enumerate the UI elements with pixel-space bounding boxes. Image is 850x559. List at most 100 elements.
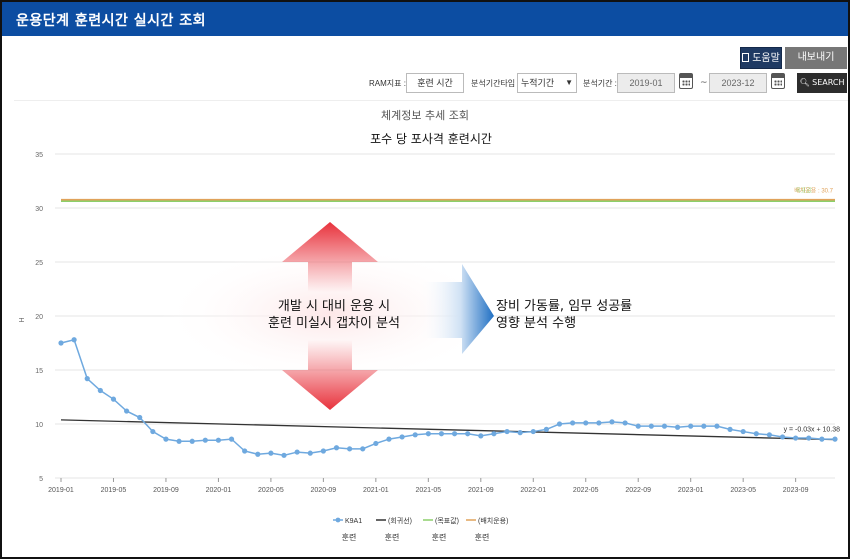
data-point bbox=[71, 337, 77, 343]
data-point bbox=[517, 430, 523, 436]
impact-analysis-line1: 장비 가동률, 임무 성공률 bbox=[496, 299, 633, 314]
data-point bbox=[806, 435, 812, 441]
data-point bbox=[819, 436, 825, 442]
data-point bbox=[753, 431, 759, 437]
data-point bbox=[832, 436, 838, 442]
data-point bbox=[766, 432, 773, 438]
period-type-value: 누적기간 bbox=[521, 78, 555, 88]
highlight-glow bbox=[160, 244, 500, 384]
data-point bbox=[294, 449, 300, 455]
legend-label: (회귀선) bbox=[388, 516, 412, 525]
document-icon bbox=[742, 53, 750, 62]
data-point bbox=[438, 431, 445, 437]
data-point bbox=[674, 424, 681, 430]
data-point bbox=[320, 448, 326, 454]
data-point bbox=[648, 423, 654, 429]
data-point bbox=[84, 376, 90, 382]
help-button[interactable]: 도움말 bbox=[740, 47, 782, 69]
data-point bbox=[570, 420, 576, 426]
y-tick-label: 20 bbox=[35, 314, 43, 321]
period-label: 분석기간 : bbox=[583, 79, 617, 88]
data-point bbox=[228, 436, 235, 442]
data-point bbox=[202, 437, 208, 443]
data-point bbox=[333, 445, 340, 451]
data-point bbox=[215, 437, 222, 443]
export-button[interactable]: 내보내기 bbox=[785, 47, 847, 69]
x-tick-label: 2021-01 bbox=[363, 487, 389, 494]
data-point bbox=[360, 446, 366, 452]
ram-select[interactable]: 훈련 시간 bbox=[406, 73, 464, 93]
period-type-select[interactable]: 누적기간 ▼ bbox=[517, 73, 577, 93]
data-point bbox=[701, 423, 707, 429]
data-point bbox=[347, 446, 353, 452]
data-point bbox=[399, 434, 405, 440]
y-axis-label: H bbox=[19, 317, 26, 322]
data-point bbox=[556, 421, 563, 427]
calendar-icon[interactable] bbox=[679, 73, 693, 89]
data-point bbox=[491, 431, 497, 437]
data-point bbox=[622, 420, 628, 426]
chart-header: 체계정보 추세 조회 bbox=[381, 109, 469, 122]
data-point bbox=[478, 433, 484, 439]
gap-analysis-text: 개발 시 대비 운용 시 훈련 미실시 갭차이 분석 bbox=[236, 298, 432, 332]
target-line-label: 목표값 bbox=[795, 186, 812, 194]
data-point bbox=[268, 450, 274, 456]
x-tick-label: 2023-01 bbox=[678, 487, 704, 494]
trendline-equation: y = -0.03x + 10.38 bbox=[784, 427, 841, 434]
data-point bbox=[150, 428, 156, 435]
calendar-icon[interactable] bbox=[771, 73, 785, 89]
data-point bbox=[242, 448, 248, 454]
help-button-label: 도움말 bbox=[752, 53, 780, 64]
x-tick-label: 2019-09 bbox=[153, 487, 179, 494]
data-point bbox=[779, 434, 786, 440]
legend-sublabel: 훈련 bbox=[475, 532, 490, 542]
arrow-up-icon bbox=[282, 222, 378, 292]
x-tick-label: 2021-05 bbox=[415, 487, 441, 494]
arrow-down-icon bbox=[282, 340, 378, 410]
x-tick-label: 2019-05 bbox=[101, 487, 127, 494]
y-tick-label: 35 bbox=[35, 152, 43, 159]
title-bar: 운용단계 훈련시간 실시간 조회 bbox=[2, 2, 848, 36]
y-tick-label: 25 bbox=[35, 260, 43, 267]
x-tick-label: 2020-05 bbox=[258, 487, 284, 494]
search-button[interactable]: 🔍︎ SEARCH bbox=[797, 73, 847, 93]
gap-analysis-line2: 훈련 미실시 갭차이 분석 bbox=[268, 316, 400, 331]
x-tick-label: 2022-01 bbox=[520, 487, 546, 494]
data-point bbox=[412, 432, 418, 438]
legend-label: (목표값) bbox=[435, 517, 459, 525]
data-point bbox=[596, 420, 602, 426]
end-date-input[interactable]: 2023-12 bbox=[709, 73, 767, 93]
data-point bbox=[137, 414, 143, 421]
date-separator: ~ bbox=[700, 78, 708, 88]
data-point bbox=[688, 423, 694, 429]
start-date-input[interactable]: 2019-01 bbox=[617, 73, 675, 93]
deploy-line-label: 배치운용 : 30.7 bbox=[794, 186, 833, 194]
legend-sublabel: 훈련 bbox=[385, 532, 400, 542]
data-point bbox=[58, 340, 64, 346]
data-point bbox=[97, 387, 103, 394]
period-type-label: 분석기간타입 : bbox=[471, 79, 520, 88]
overlay-title: 포수 당 포사격 훈련시간 bbox=[348, 127, 514, 151]
impact-analysis-text: 장비 가동률, 임무 성공률 영향 분석 수행 bbox=[496, 298, 656, 332]
data-point bbox=[583, 420, 589, 426]
legend-label: (배치운용) bbox=[478, 516, 508, 525]
data-point bbox=[727, 426, 733, 432]
y-tick-label: 5 bbox=[39, 476, 43, 483]
data-point bbox=[163, 436, 169, 442]
data-point bbox=[661, 423, 668, 429]
data-point bbox=[255, 451, 261, 457]
data-point bbox=[189, 438, 195, 444]
y-tick-label: 15 bbox=[35, 368, 43, 375]
data-point bbox=[451, 431, 458, 437]
trendline bbox=[60, 419, 836, 441]
y-tick-label: 10 bbox=[35, 422, 43, 429]
window-title: 운용단계 훈련시간 실시간 조회 bbox=[16, 13, 207, 29]
data-point bbox=[793, 435, 799, 441]
data-point bbox=[110, 396, 117, 402]
x-tick-label: 2020-01 bbox=[206, 487, 232, 494]
x-tick-label: 2023-05 bbox=[730, 487, 756, 494]
data-point bbox=[386, 436, 392, 442]
data-point bbox=[425, 431, 431, 437]
legend-sublabel: 훈련 bbox=[432, 532, 447, 542]
